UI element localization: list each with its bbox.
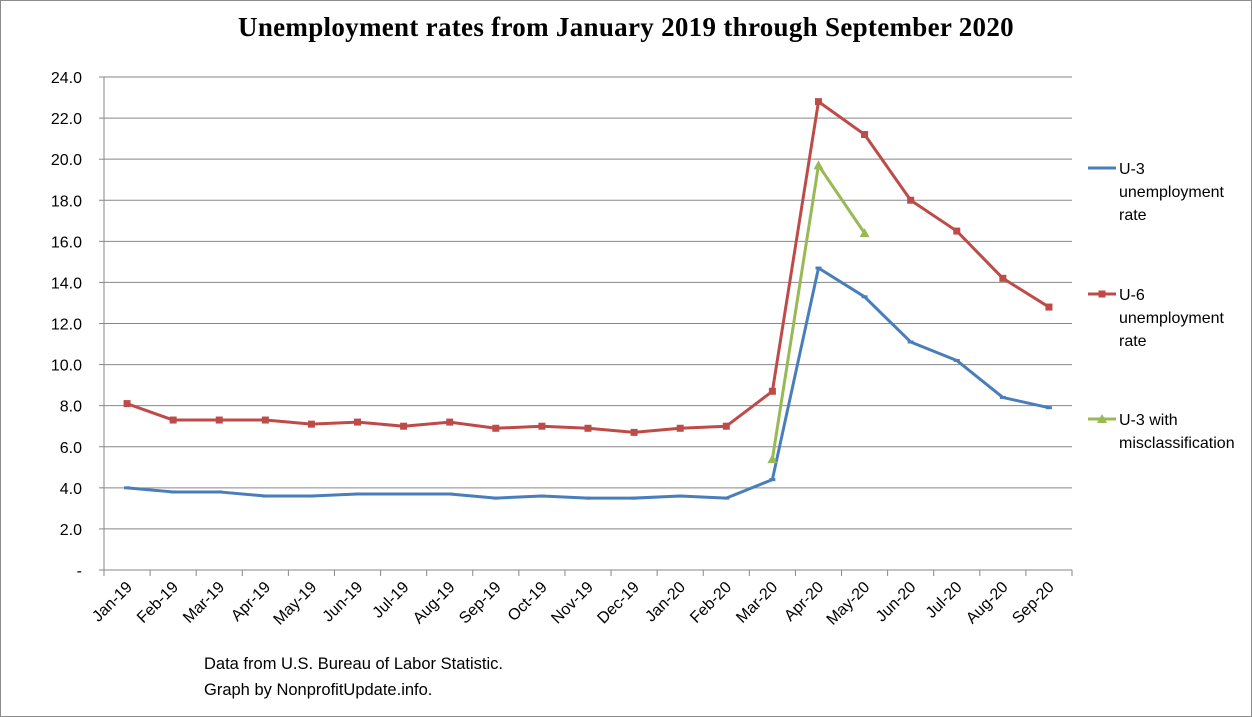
source-note: Data from U.S. Bureau of Labor Statistic… [204,655,503,673]
chart-title: Unemployment rates from January 2019 thr… [238,12,1014,42]
data-point [999,274,1007,282]
data-point [768,387,776,395]
data-point [907,196,915,204]
y-tick-label: 2.0 [60,522,82,539]
x-tick-label: Jan-19 [89,579,136,626]
y-tick-label: 14.0 [51,275,82,292]
x-tick-label: Apr-19 [228,579,274,625]
data-point [722,422,730,430]
data-point [1098,290,1106,298]
legend-label: U-3 with [1119,412,1178,429]
x-tick-label: Feb-19 [134,579,182,627]
y-axis-ticks: - 2.0 4.0 6.0 8.0 10.0 12.0 14.0 16.0 18.0 20.0 22.… [51,70,82,580]
data-point [123,400,131,408]
x-tick-label: Sep-20 [1009,579,1058,628]
legend-label: misclassification [1119,435,1235,452]
data-point [1097,414,1107,423]
data-point [676,424,684,432]
x-tick-label: Jun-19 [320,579,367,626]
x-tick-label: Apr-20 [781,579,827,625]
y-tick-label: 16.0 [51,234,82,251]
data-point [814,98,822,106]
data-point [859,228,870,238]
series-line [126,100,1050,434]
y-tick-label: 24.0 [51,70,82,87]
legend: U-3unemploymentrateU-6unemploymentrateU-… [1088,161,1235,452]
legend-label: U-3 [1119,161,1145,178]
x-tick-label: Jul-20 [923,579,966,622]
y-tick-label: 22.0 [51,111,82,128]
credit-note: Graph by NonprofitUpdate.info. [204,681,433,699]
series-line [126,266,1050,500]
series-3 [767,160,870,464]
x-tick-label: Jan-20 [642,579,689,626]
y-tick-label: 18.0 [51,193,82,210]
x-tick-label: May-20 [824,579,874,629]
data-point [215,416,223,424]
data-point [861,131,869,139]
data-point [767,454,778,464]
legend-label: unemployment [1119,184,1225,201]
y-tick-label: 12.0 [51,317,82,334]
x-tick-label: May-19 [271,579,321,629]
y-tick-label: 20.0 [51,152,82,169]
x-tick-label: Sep-19 [456,579,505,628]
y-tick-label: 8.0 [60,399,82,416]
gridlines [104,76,1072,530]
data-point [400,422,408,430]
data-point [538,422,546,430]
data-point [354,418,362,426]
y-tick-label: - [77,563,82,580]
series-2 [123,98,1053,436]
data-point [307,420,315,428]
x-tick-label: Mar-19 [180,579,228,627]
x-tick-label: Mar-20 [733,579,781,627]
data-point [813,160,824,170]
legend-entry-1: U-3 unemployment rate [1088,161,1225,224]
series-1 [124,266,1052,500]
legend-entry-3: U-3 with misclassification [1088,412,1235,452]
x-tick-label: Feb-20 [687,579,735,627]
legend-label: U-6 [1119,287,1145,304]
data-point [1045,303,1053,311]
y-tick-label: 10.0 [51,358,82,375]
x-tick-label: Jun-20 [873,579,920,626]
legend-label: rate [1119,207,1147,224]
data-point [630,428,638,436]
x-tick-label: Dec-19 [594,579,643,628]
data-point [169,416,177,424]
x-tick-label: Aug-19 [410,579,459,628]
axes [99,76,1073,576]
legend-entry-2: U-6 unemployment rate [1088,287,1225,350]
data-point [584,424,592,432]
y-tick-label: 4.0 [60,481,82,498]
y-tick-label: 6.0 [60,440,82,457]
x-tick-label: Nov-19 [548,579,597,628]
data-point [261,416,269,424]
data-point [492,424,500,432]
x-tick-label: Jul-19 [370,579,413,622]
data-point [953,227,961,235]
x-tick-label: Oct-19 [505,579,551,625]
x-tick-label: Aug-20 [963,579,1012,628]
legend-label: unemployment [1119,310,1225,327]
legend-label: rate [1119,333,1147,350]
data-point [446,418,454,426]
series [123,98,1053,500]
